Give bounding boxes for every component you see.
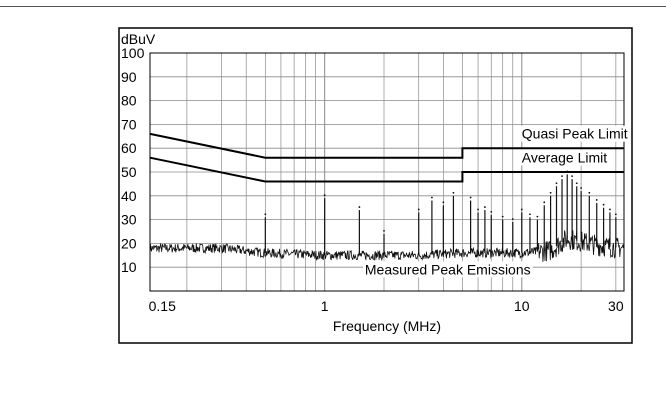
- plot-border: [149, 52, 625, 292]
- emission-peak-marker: [595, 199, 598, 201]
- emission-peak-marker: [431, 196, 433, 199]
- emission-peak-marker: [477, 208, 479, 211]
- emission-peak-marker: [609, 208, 611, 211]
- emission-peak-marker: [323, 194, 326, 197]
- emission-peak-marker: [614, 213, 617, 216]
- y-tick-label: 30: [121, 212, 137, 228]
- emission-peak-marker: [452, 191, 455, 194]
- y-axis-title: dBuV: [121, 31, 156, 47]
- emission-peak-marker: [484, 206, 486, 208]
- emission-peak-marker: [588, 191, 591, 194]
- emission-peak-marker: [520, 208, 523, 211]
- emission-peak-marker: [490, 210, 493, 213]
- limit-layer: [149, 132, 624, 183]
- y-tick-label: 40: [121, 188, 137, 204]
- x-tick-label: 1: [321, 298, 329, 314]
- quasi-peak-limit-label-bg: [519, 125, 630, 142]
- emission-peak-marker: [561, 175, 563, 178]
- y-tick-label: 10: [121, 259, 137, 275]
- emission-peak-marker: [383, 229, 385, 232]
- emission-peak-marker: [417, 208, 420, 211]
- emission-peak-marker: [442, 201, 445, 204]
- chart-frame: [118, 27, 633, 344]
- emission-peak-marker: [555, 182, 558, 185]
- quasi-peak-limit-line: [149, 132, 624, 159]
- y-tick-label: 90: [121, 69, 137, 85]
- x-axis-title: Frequency (MHz): [333, 318, 441, 334]
- emission-peak-marker: [543, 201, 546, 204]
- emission-peak-marker: [536, 215, 539, 218]
- emission-layer: [149, 170, 625, 262]
- average-limit-line: [149, 156, 624, 183]
- emission-peak-marker: [469, 196, 472, 199]
- emission-peak-marker: [549, 191, 552, 194]
- quasi-peak-limit-label: Quasi Peak Limit: [522, 126, 628, 142]
- y-tick-label: 70: [121, 116, 137, 132]
- emission-peak-marker: [529, 213, 531, 216]
- emission-peak-marker: [358, 206, 361, 208]
- average-limit-label: Average Limit: [522, 149, 607, 165]
- y-tick-label: 60: [121, 140, 137, 156]
- measured-peak-emissions-label-bg: [362, 261, 533, 278]
- x-tick-label: 30: [608, 298, 624, 314]
- emission-peak-marker: [580, 187, 583, 189]
- y-tick-label: 80: [121, 93, 137, 109]
- measured-peak-emissions-label: Measured Peak Emissions: [365, 261, 531, 277]
- x-tick-label: 0.15: [149, 298, 176, 314]
- emission-peak-marker: [264, 213, 267, 216]
- y-tick-label: 100: [121, 45, 145, 61]
- emission-peak-marker: [575, 182, 578, 185]
- tick-layer: 100 90 80 70 60 50 40 30 20 10 0.15 1 10 30: [121, 45, 624, 314]
- y-tick-label: 20: [121, 235, 137, 251]
- emission-trace: [149, 230, 625, 262]
- average-limit-label-bg: [519, 149, 610, 166]
- annotation-layer: Quasi Peak Limit Average Limit Measured Pe…: [362, 125, 630, 278]
- emission-peak-marker: [602, 203, 605, 206]
- y-tick-label: 50: [121, 164, 137, 180]
- top-rule: [0, 0, 666, 7]
- emission-peak-marker: [571, 175, 574, 178]
- x-tick-label: 10: [514, 298, 530, 314]
- emission-peak-marker: [501, 215, 504, 218]
- emission-peak-marker: [511, 218, 514, 220]
